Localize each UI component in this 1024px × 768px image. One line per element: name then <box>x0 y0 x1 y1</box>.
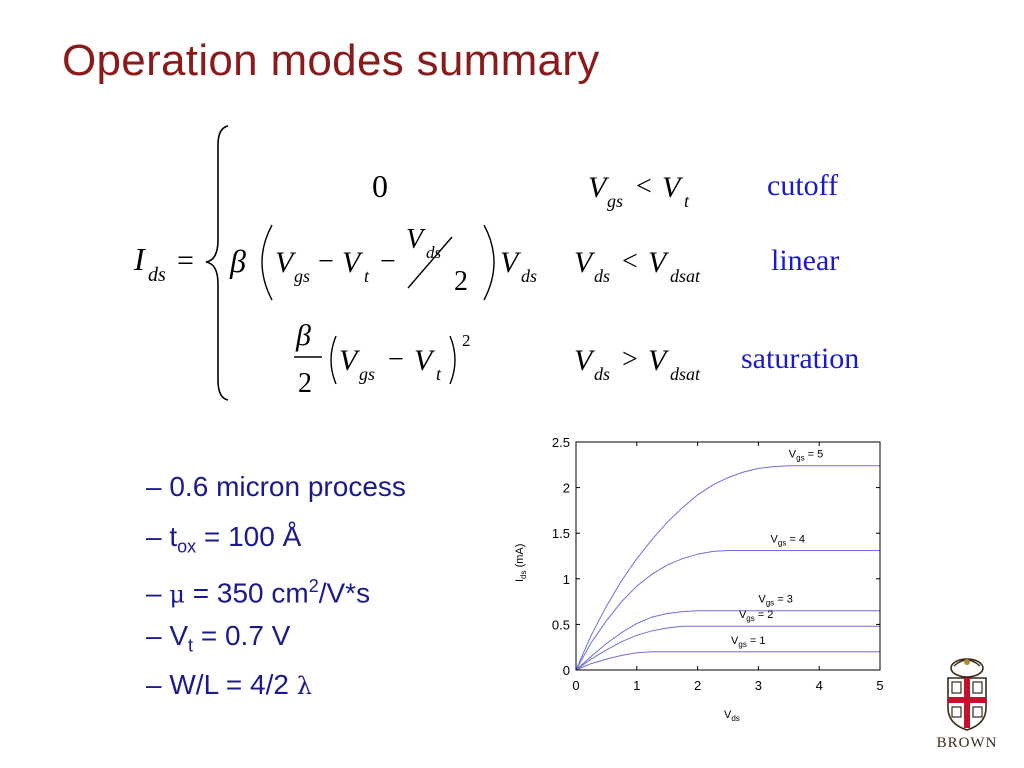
sat-minus: − <box>388 344 404 375</box>
linear-two: 2 <box>454 266 468 297</box>
y-tick-label: 2.5 <box>552 435 570 450</box>
bullet-wl: – W/L = 4/2 λ <box>146 669 312 700</box>
x-tick-label: 1 <box>633 678 640 693</box>
x-tick-label: 3 <box>755 678 762 693</box>
cutoff-cond-lhs-sub: gs <box>607 191 623 211</box>
lhs-equals: = <box>177 244 194 277</box>
linear-vds-factor-sub: ds <box>521 266 537 286</box>
x-tick-label: 2 <box>694 678 701 693</box>
bullet-process: – 0.6 micron process <box>146 471 406 502</box>
lhs-subscript: ds <box>148 264 166 286</box>
linear-vds-numerator: V <box>406 224 426 255</box>
sat-vgs-sub: gs <box>359 364 375 384</box>
linear-vt: V <box>342 246 364 279</box>
linear-cond-rhs-sub: dsat <box>670 266 701 286</box>
x-tick-label: 0 <box>572 678 579 693</box>
sat-square: 2 <box>462 331 471 350</box>
cases-brace <box>205 125 229 401</box>
series-line-vgs-3 <box>575 610 880 671</box>
series-label-vgs-4: Vgs = 4 <box>771 534 805 548</box>
logo-book-icons <box>951 681 983 718</box>
y-axis-label: Ids (mA) <box>514 544 528 582</box>
mode-label-cutoff: cutoff <box>767 169 838 202</box>
series-label-vgs-1: Vgs = 1 <box>731 635 765 649</box>
chart-ticks: 0 1 2 3 4 5 0 0.5 1 1.5 2 2.5 <box>552 435 884 693</box>
sat-close-paren <box>449 335 456 385</box>
process-parameters: – 0.6 micron process – tox = 100 Å – μ =… <box>146 466 406 714</box>
cutoff-expression: 0 <box>372 168 388 204</box>
beta-symbol: β <box>229 243 246 279</box>
linear-vgs: V <box>275 246 297 279</box>
sat-beta: β <box>295 319 311 352</box>
chart-lines <box>575 465 880 671</box>
y-tick-label: 1 <box>563 572 570 587</box>
lhs-symbol: I <box>133 241 146 277</box>
y-tick-label: 1.5 <box>552 526 570 541</box>
sat-cond-rhs: V <box>648 344 670 377</box>
series-label-vgs-5: Vgs = 5 <box>789 449 823 463</box>
series-label-vgs-3: Vgs = 3 <box>758 594 792 608</box>
cutoff-cond-rhs-sub: t <box>684 191 690 211</box>
chart-axes-box <box>575 441 881 671</box>
linear-close-paren <box>483 224 495 301</box>
linear-vds-factor: V <box>500 246 522 279</box>
linear-cond-lhs: V <box>574 246 596 279</box>
slide-title: Operation modes summary <box>62 36 600 85</box>
bullet-vt: – Vt = 0.7 V <box>146 619 291 656</box>
series-line-vgs-1 <box>575 651 880 671</box>
y-tick-label: 0.5 <box>552 617 570 632</box>
sat-vt: V <box>414 344 436 377</box>
series-line-vgs-4 <box>575 550 880 671</box>
logo-cross-horizontal <box>948 697 986 703</box>
sat-two: 2 <box>298 368 312 399</box>
sat-open-paren <box>330 335 337 385</box>
linear-minus-2: − <box>380 246 396 277</box>
linear-cond-lhs-sub: ds <box>594 266 610 286</box>
cutoff-cond-op: < <box>636 171 652 202</box>
sat-vgs: V <box>339 344 361 377</box>
y-tick-label: 0 <box>563 663 570 678</box>
linear-vds-numerator-sub: ds <box>426 243 442 262</box>
series-line-vgs-2 <box>575 625 880 671</box>
logo-wordmark: BROWN <box>937 735 998 751</box>
bullet-tox: – tox = 100 Å <box>146 520 302 557</box>
current-equation: I ds = 0 β V gs − V t − V ds 2 V ds β 2 … <box>133 125 859 401</box>
linear-minus-1: − <box>318 246 334 277</box>
linear-vgs-sub: gs <box>294 266 310 286</box>
cutoff-cond-rhs: V <box>662 171 684 204</box>
x-tick-label: 4 <box>816 678 823 693</box>
linear-slash <box>407 236 453 289</box>
cutoff-cond-lhs: V <box>588 171 610 204</box>
series-label-vgs-2: Vgs = 2 <box>739 609 773 623</box>
logo-crest-icon <box>950 658 984 678</box>
series-line-vgs-5 <box>575 465 880 671</box>
mode-label-saturation: saturation <box>741 342 859 375</box>
x-tick-label: 5 <box>876 678 883 693</box>
sat-cond-lhs: V <box>574 344 596 377</box>
mode-label-linear: linear <box>771 244 839 277</box>
sat-cond-op: > <box>622 344 638 375</box>
linear-cond-rhs: V <box>648 246 670 279</box>
sat-cond-lhs-sub: ds <box>594 364 610 384</box>
linear-cond-op: < <box>622 246 638 277</box>
linear-vt-sub: t <box>364 266 370 286</box>
x-axis-label: Vds <box>724 709 740 723</box>
brown-university-logo: BROWN <box>937 658 998 751</box>
sat-cond-rhs-sub: dsat <box>670 364 701 384</box>
sat-vt-sub: t <box>436 364 442 384</box>
linear-open-paren <box>261 224 273 301</box>
y-tick-label: 2 <box>563 481 570 496</box>
bullet-mobility: – μ = 350 cm2/V*s <box>146 576 371 609</box>
